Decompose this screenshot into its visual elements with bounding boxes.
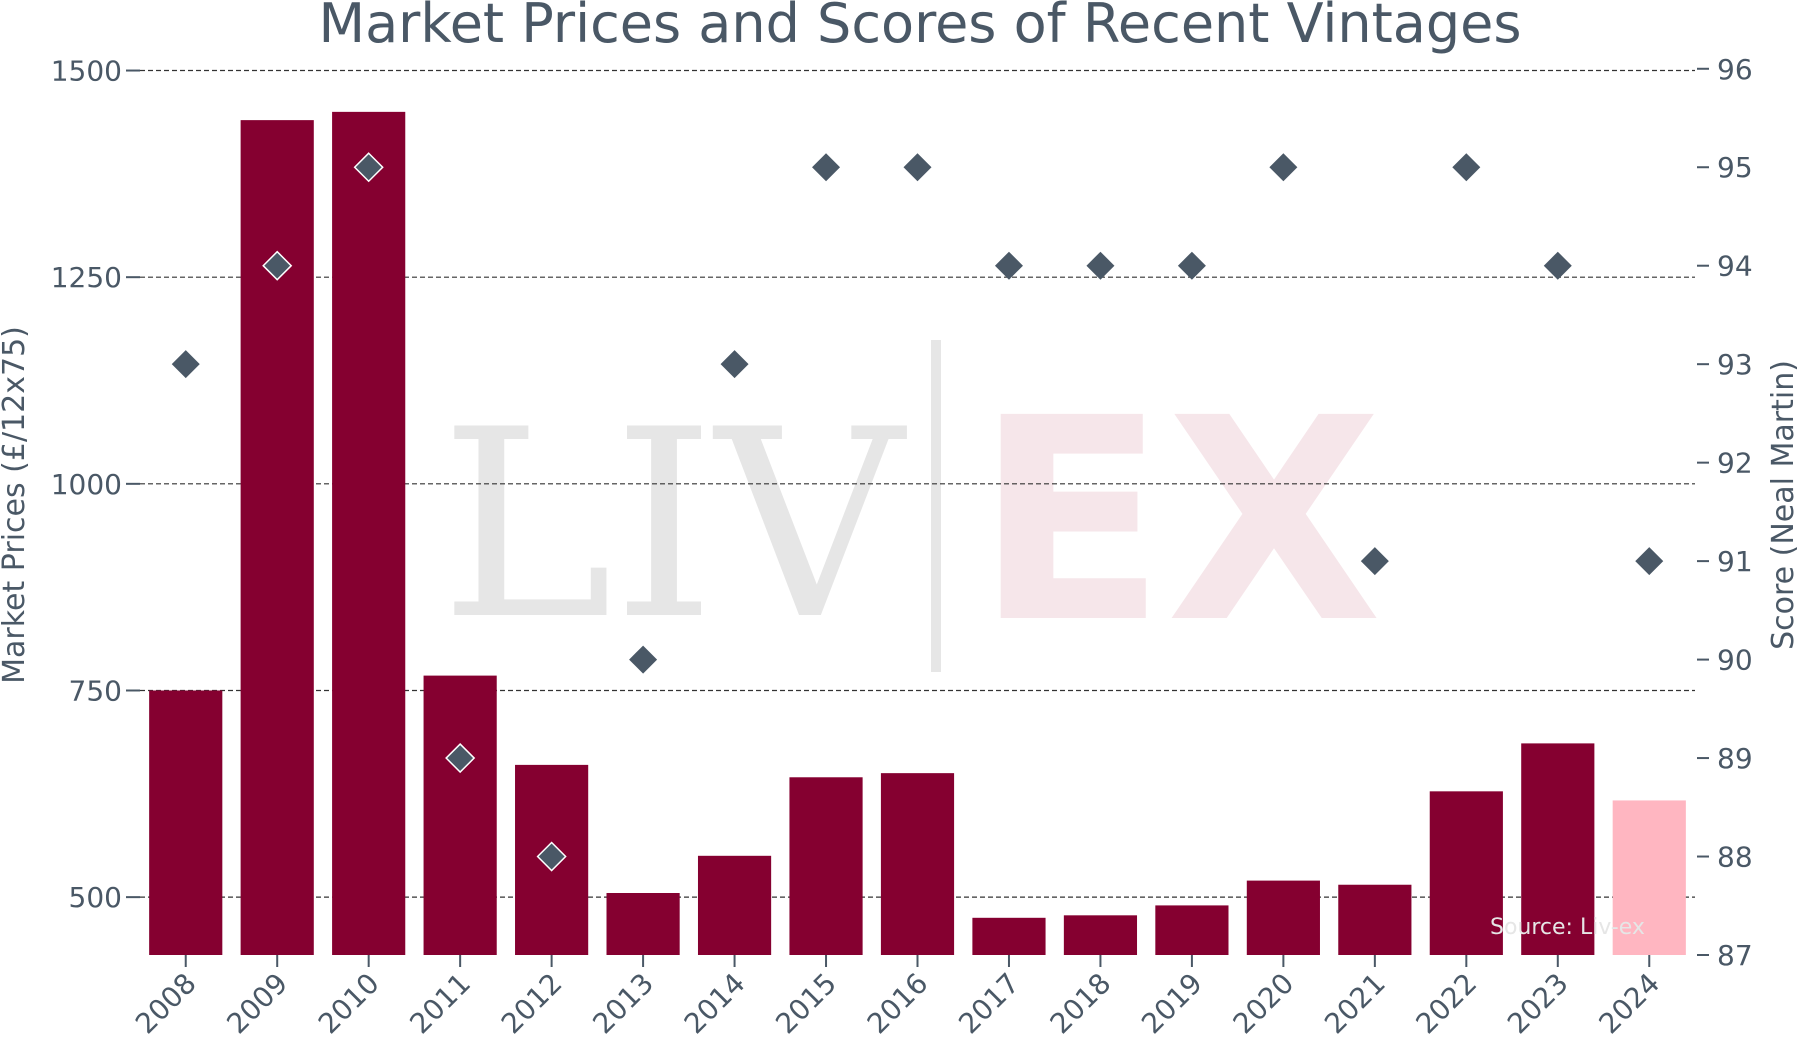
right-y-tick-label: 88 bbox=[1717, 841, 1753, 874]
score-point bbox=[1543, 251, 1572, 280]
score-point bbox=[445, 742, 476, 774]
price-bar bbox=[1521, 743, 1595, 955]
right-y-tick-label: 92 bbox=[1717, 447, 1753, 480]
price-bars bbox=[149, 111, 1686, 956]
watermark-liv: LIV bbox=[440, 375, 910, 677]
right-axis: 87 88 89 90 91 92 93 94 95 96 bbox=[1697, 53, 1753, 972]
x-tick-label: 2015 bbox=[769, 967, 843, 1041]
score-point bbox=[262, 250, 293, 281]
x-tick-label: 2021 bbox=[1318, 967, 1392, 1041]
x-tick-label: 2008 bbox=[129, 967, 203, 1041]
price-bar bbox=[423, 675, 497, 955]
right-y-tick-label: 95 bbox=[1717, 151, 1753, 184]
price-bar bbox=[972, 917, 1046, 955]
score-point bbox=[353, 152, 384, 183]
x-tick-label: 2016 bbox=[861, 967, 935, 1041]
score-point bbox=[536, 841, 567, 872]
x-tick-label: 2012 bbox=[495, 967, 569, 1041]
x-tick-label: 2010 bbox=[312, 967, 386, 1041]
y-tick-label: 750 bbox=[69, 674, 122, 707]
x-tick-label: 2014 bbox=[678, 967, 752, 1041]
y-axis-label: Market Prices (£/12x75) bbox=[0, 326, 32, 684]
score-point bbox=[1452, 153, 1481, 182]
y-tick-label: 500 bbox=[69, 881, 122, 914]
score-point bbox=[629, 645, 658, 674]
score-point bbox=[994, 251, 1023, 280]
score-point bbox=[1360, 547, 1389, 576]
price-bar bbox=[1063, 915, 1138, 955]
right-y-axis-label: Score (Neal Martin) bbox=[1766, 360, 1800, 650]
x-tick-label: 2011 bbox=[403, 967, 477, 1041]
price-bar bbox=[606, 893, 680, 955]
watermark-ex: EX bbox=[975, 359, 1382, 685]
score-points bbox=[171, 152, 1664, 872]
right-y-tick-label: 91 bbox=[1717, 545, 1753, 578]
price-bar bbox=[1155, 905, 1229, 955]
price-bar bbox=[697, 855, 772, 955]
price-bar bbox=[240, 120, 314, 956]
price-bar bbox=[149, 690, 223, 955]
chart-title: Market Prices and Scores of Recent Vinta… bbox=[318, 0, 1521, 55]
right-y-tick-label: 90 bbox=[1717, 644, 1753, 677]
price-bar bbox=[789, 777, 863, 955]
y-tick-label: 1500 bbox=[51, 55, 122, 88]
right-y-tick-label: 87 bbox=[1717, 939, 1753, 972]
x-tick-label: 2024 bbox=[1592, 967, 1666, 1041]
y-tick-label: 1250 bbox=[51, 261, 122, 294]
price-bar bbox=[332, 111, 406, 956]
score-point bbox=[812, 153, 841, 182]
right-y-tick-label: 89 bbox=[1717, 742, 1753, 775]
y-tick-label: 1000 bbox=[51, 468, 122, 501]
x-tick-label: 2020 bbox=[1227, 967, 1301, 1041]
score-point bbox=[1177, 251, 1206, 280]
price-bar bbox=[1612, 800, 1686, 955]
left-axis: 500 750 1000 1250 1500 bbox=[51, 55, 140, 914]
watermark-source: Source: Liv-ex bbox=[1490, 915, 1645, 940]
price-bar bbox=[1429, 791, 1503, 955]
score-point bbox=[1086, 251, 1115, 280]
right-y-tick-label: 93 bbox=[1717, 348, 1753, 381]
x-tick-label: 2019 bbox=[1135, 967, 1209, 1041]
x-tick-label: 2023 bbox=[1501, 967, 1575, 1041]
x-tick-label: 2017 bbox=[952, 967, 1026, 1041]
score-point bbox=[1635, 547, 1664, 576]
score-point bbox=[903, 153, 932, 182]
score-point bbox=[720, 350, 749, 379]
x-tick-label: 2022 bbox=[1410, 967, 1484, 1041]
x-tick-label: 2018 bbox=[1044, 967, 1118, 1041]
price-bar bbox=[1338, 884, 1412, 955]
x-axis: 2008 2009 2010 2011 2012 2013 2014 2015 2016 2017… bbox=[129, 955, 1666, 1040]
watermark: LIV EX bbox=[440, 340, 1382, 685]
score-point bbox=[1269, 153, 1298, 182]
x-tick-label: 2013 bbox=[586, 967, 660, 1041]
right-y-tick-label: 96 bbox=[1717, 53, 1753, 86]
price-bar bbox=[880, 773, 955, 955]
right-y-tick-label: 94 bbox=[1717, 250, 1753, 283]
price-bar bbox=[1246, 880, 1320, 955]
score-point bbox=[171, 350, 200, 379]
x-tick-label: 2009 bbox=[220, 967, 294, 1041]
